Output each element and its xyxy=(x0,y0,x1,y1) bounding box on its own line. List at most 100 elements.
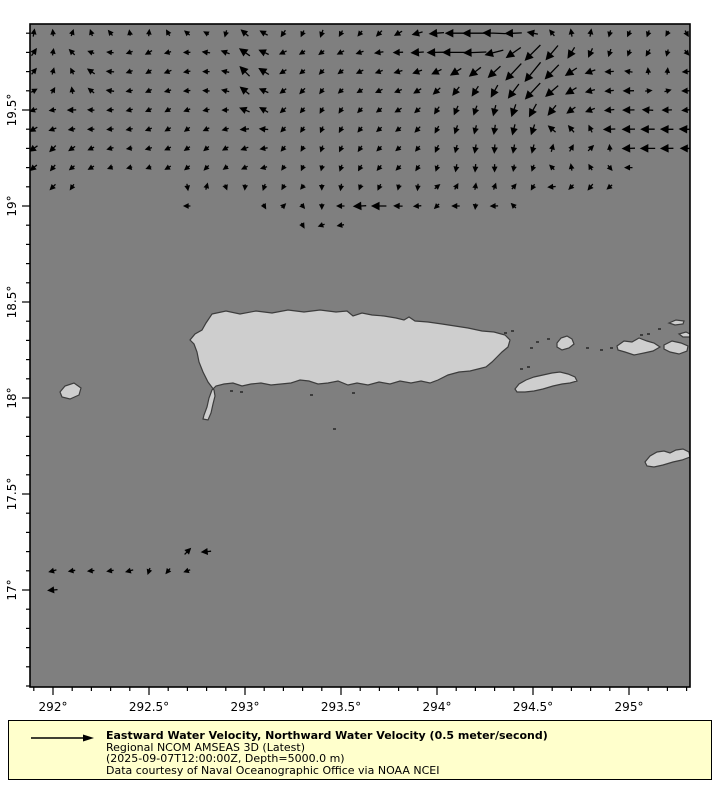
velocity-arrow xyxy=(87,164,95,170)
velocity-arrow xyxy=(510,183,517,190)
velocity-arrow xyxy=(242,184,248,191)
velocity-arrow xyxy=(355,49,364,55)
velocity-arrow xyxy=(164,126,172,132)
velocity-arrow xyxy=(240,145,249,151)
velocity-arrow xyxy=(47,586,58,594)
velocity-arrow xyxy=(490,84,499,98)
velocity-arrow xyxy=(319,126,325,134)
velocity-arrow xyxy=(125,49,133,55)
x-tick-label: 294° xyxy=(423,700,452,714)
legend-courtesy-line: Data courtesy of Naval Oceanographic Off… xyxy=(106,763,440,777)
velocity-arrow xyxy=(584,67,596,75)
velocity-arrow xyxy=(68,48,76,56)
velocity-arrow xyxy=(49,183,56,191)
islet xyxy=(520,368,523,370)
velocity-arrow xyxy=(472,125,479,135)
velocity-arrow xyxy=(107,29,114,36)
velocity-arrow xyxy=(568,163,575,171)
velocity-arrow xyxy=(281,183,287,191)
velocity-arrow xyxy=(299,202,306,210)
velocity-arrow xyxy=(566,106,576,114)
velocity-arrow xyxy=(587,28,594,37)
velocity-arrow xyxy=(258,67,270,76)
velocity-arrow xyxy=(505,46,522,59)
velocity-arrow xyxy=(482,28,506,38)
velocity-arrow xyxy=(587,183,594,191)
velocity-arrow xyxy=(319,145,325,153)
velocity-arrow xyxy=(626,30,633,38)
islet xyxy=(547,338,550,340)
velocity-arrow xyxy=(602,125,616,134)
velocity-arrow xyxy=(664,49,671,57)
velocity-arrow xyxy=(299,68,306,75)
velocity-arrow xyxy=(337,68,344,75)
velocity-arrow xyxy=(585,106,596,113)
velocity-arrow xyxy=(300,126,306,133)
velocity-arrow xyxy=(414,126,421,133)
velocity-arrow xyxy=(183,126,191,132)
velocity-arrow xyxy=(336,49,345,55)
velocity-arrow xyxy=(221,68,230,75)
legend: Eastward Water Velocity, Northward Water… xyxy=(8,720,712,780)
velocity-arrow xyxy=(411,29,423,37)
x-tick-label: 293.5° xyxy=(321,700,361,714)
velocity-arrow xyxy=(452,86,460,96)
velocity-arrow xyxy=(165,29,172,37)
velocity-arrow xyxy=(357,107,364,114)
y-tick-label: 19° xyxy=(5,195,19,216)
velocity-arrow xyxy=(472,203,479,210)
velocity-arrow xyxy=(511,164,517,173)
velocity-arrow xyxy=(258,125,269,133)
islet xyxy=(333,428,336,430)
velocity-arrow xyxy=(491,164,498,173)
velocity-arrow xyxy=(510,124,518,136)
velocity-arrow xyxy=(659,124,674,134)
velocity-arrow xyxy=(48,567,57,574)
velocity-arrow xyxy=(280,145,287,152)
velocity-arrow xyxy=(603,106,615,114)
velocity-arrow xyxy=(145,164,152,170)
islet xyxy=(586,347,589,349)
velocity-arrow xyxy=(395,126,402,132)
velocity-arrow xyxy=(279,68,287,75)
velocity-arrow xyxy=(681,106,690,114)
velocity-arrow xyxy=(30,47,37,57)
velocity-arrow xyxy=(125,68,133,74)
velocity-arrow xyxy=(239,125,250,133)
velocity-arrow xyxy=(238,48,251,57)
islet xyxy=(310,394,313,396)
velocity-arrow xyxy=(395,164,402,171)
velocity-arrow xyxy=(126,164,133,170)
velocity-arrow xyxy=(604,68,614,75)
velocity-arrow xyxy=(434,144,441,153)
islet xyxy=(352,392,355,394)
axis-labels: 292° 292.5° 293° 293.5° 294° 294.5° 295° 19.5° 1… xyxy=(5,94,643,714)
velocity-arrow xyxy=(67,126,76,132)
velocity-arrow xyxy=(373,49,384,56)
island-mona-island xyxy=(59,382,82,400)
velocity-arrow xyxy=(106,567,114,574)
velocity-arrow xyxy=(414,145,421,152)
velocity-arrow xyxy=(66,106,77,114)
velocity-arrow xyxy=(544,64,560,80)
velocity-arrow xyxy=(69,183,76,191)
legend-title: Eastward Water Velocity, Northward Water… xyxy=(106,729,548,742)
velocity-arrow xyxy=(259,30,269,37)
velocity-arrow xyxy=(528,103,537,118)
islet xyxy=(527,366,530,368)
velocity-arrow xyxy=(510,144,518,154)
velocity-arrow xyxy=(259,145,268,152)
island-vieques xyxy=(514,371,578,393)
velocity-arrow xyxy=(336,222,345,228)
island-tortola xyxy=(677,331,690,338)
velocity-arrow xyxy=(607,30,613,38)
velocity-arrow xyxy=(357,164,364,172)
velocity-arrow xyxy=(48,106,57,113)
island-st-john xyxy=(663,340,689,355)
velocity-arrow xyxy=(278,49,287,55)
islet xyxy=(504,332,507,334)
islet xyxy=(240,391,243,393)
velocity-arrow xyxy=(683,30,689,38)
velocity-arrow xyxy=(338,30,345,38)
velocity-arrow xyxy=(396,184,402,191)
